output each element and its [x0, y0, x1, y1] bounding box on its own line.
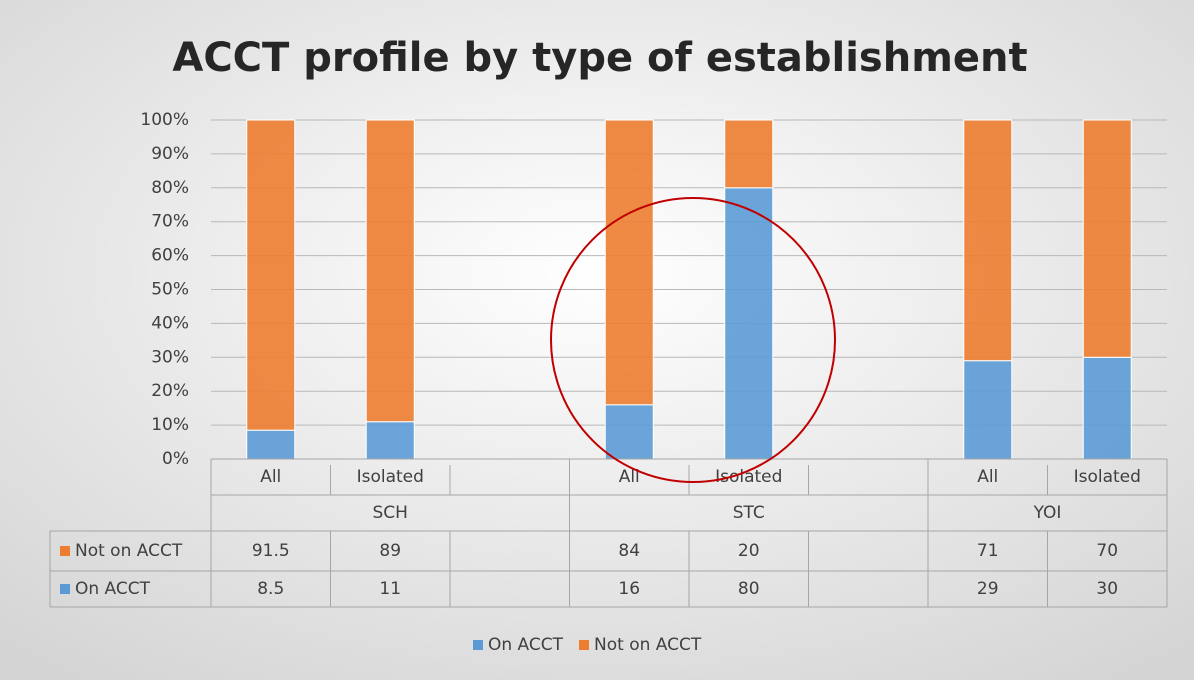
table-value: 8.5	[257, 579, 284, 599]
x-tick-label: Isolated	[715, 467, 782, 487]
chart-title: ACCT profile by type of establishment	[172, 35, 1027, 81]
y-tick-label: 20%	[151, 381, 189, 401]
x-tick-label: Isolated	[357, 467, 424, 487]
table-value: 84	[618, 541, 640, 561]
y-tick-label: 60%	[151, 246, 189, 266]
bar-segment	[365, 421, 415, 460]
table-value: 70	[1096, 541, 1118, 561]
y-tick-label: 40%	[151, 313, 189, 333]
table-value: 89	[379, 541, 401, 561]
y-tick-label: 70%	[151, 212, 189, 232]
table-value: 91.5	[252, 541, 290, 561]
bar-segment	[604, 119, 654, 406]
bar-segment	[246, 429, 296, 460]
table-row-label: Not on ACCT	[75, 541, 183, 561]
legend-key	[579, 640, 590, 650]
bar-segment	[1082, 356, 1132, 460]
bar-segment	[604, 404, 654, 460]
table-value: 16	[618, 579, 640, 599]
bar-segment	[724, 187, 774, 460]
y-tick-label: 30%	[151, 347, 189, 367]
plot: 0% 10% 20% 30% 40% 50% 60% 70% 80% 90% 100% All Isol…	[49, 110, 1168, 655]
table-legend-key	[60, 546, 70, 556]
bar-segment	[365, 119, 415, 423]
x-tick-label: All	[977, 467, 998, 487]
bar-segment	[1082, 119, 1132, 358]
table-value: 29	[977, 579, 999, 599]
highlight-circle	[550, 197, 836, 483]
group-label: STC	[733, 503, 765, 523]
x-tick-label: All	[260, 467, 281, 487]
bar-segment	[246, 119, 296, 431]
legend-key	[473, 640, 483, 650]
table-row-label: On ACCT	[75, 579, 151, 599]
legend-label: On ACCT	[488, 635, 564, 655]
x-tick-label: Isolated	[1074, 467, 1141, 487]
y-tick-label: 80%	[151, 178, 189, 198]
table-value: 11	[379, 579, 401, 599]
table-value: 20	[738, 541, 760, 561]
bar-segment	[963, 119, 1013, 362]
table-value: 71	[977, 541, 999, 561]
x-tick-label: All	[619, 467, 640, 487]
bar-segment	[724, 119, 774, 189]
y-tick-label: 0%	[162, 449, 189, 469]
legend-label: Not on ACCT	[594, 635, 702, 655]
group-label: YOI	[1033, 503, 1062, 523]
table-value: 80	[738, 579, 760, 599]
table-legend-key	[60, 584, 70, 594]
y-tick-label: 100%	[140, 110, 189, 130]
y-tick-label: 50%	[151, 280, 189, 300]
y-tick-label: 90%	[151, 144, 189, 164]
bar-segment	[963, 360, 1013, 460]
y-tick-label: 10%	[151, 415, 189, 435]
group-label: SCH	[373, 503, 408, 523]
table-value: 30	[1096, 579, 1118, 599]
